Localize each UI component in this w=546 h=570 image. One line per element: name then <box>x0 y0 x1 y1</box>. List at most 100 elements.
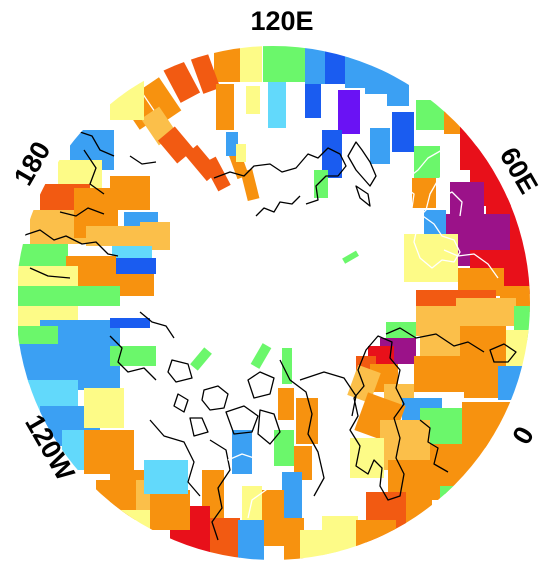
grid-cell-6 <box>345 52 365 88</box>
grid-cell-39 <box>414 146 440 178</box>
grid-cell-23 <box>240 168 260 202</box>
grid-cell-50 <box>420 320 460 358</box>
grid-cell-99 <box>110 176 150 210</box>
coastline-21 <box>279 359 325 497</box>
coastline-12 <box>517 385 530 411</box>
coastline-4 <box>405 149 453 219</box>
grid-cell-83 <box>300 530 340 560</box>
grid-cell-91 <box>250 343 272 369</box>
grid-cell-1 <box>263 46 283 82</box>
grid-cell-76 <box>278 388 294 420</box>
coastline-29 <box>29 267 71 279</box>
grid-cell-74 <box>356 520 396 560</box>
grid-cell-127 <box>110 510 150 550</box>
coastline-23 <box>209 439 231 541</box>
grid-cell-49 <box>386 322 416 340</box>
coastline-16 <box>189 417 209 437</box>
grid-cell-90 <box>190 347 212 371</box>
coastline-8 <box>349 335 405 501</box>
grid-cell-24 <box>226 132 238 156</box>
grid-cell-2 <box>283 46 305 82</box>
label-0: 0 <box>506 421 539 449</box>
coastline-27 <box>59 207 105 217</box>
grid-cell-77 <box>296 398 318 444</box>
grid-cell-16 <box>140 77 182 123</box>
grid-cell-30 <box>314 170 328 198</box>
grid-cell-128 <box>150 490 190 530</box>
coastline-20 <box>257 409 281 445</box>
label-120e: 120E <box>250 6 313 36</box>
grid-cell-88 <box>210 518 240 560</box>
grid-cell-130 <box>342 250 359 264</box>
grid-cell-79 <box>274 430 294 466</box>
coastline-18 <box>167 359 193 383</box>
grid-cell-28 <box>370 128 390 164</box>
coastline-22 <box>299 371 357 417</box>
coastlines <box>21 115 530 541</box>
grid-cell-15 <box>246 86 260 114</box>
grid-cell-102 <box>86 226 156 246</box>
coastline-14 <box>201 385 229 411</box>
coastline-17 <box>247 371 275 399</box>
grid-cell-9 <box>268 82 286 128</box>
grid-cell-105 <box>112 274 154 296</box>
grid-cell-117 <box>110 346 156 366</box>
grid-cell-25 <box>236 144 246 162</box>
grid-cell-48 <box>500 330 530 366</box>
grid-cell-89 <box>238 520 264 560</box>
grid-cell-103 <box>112 246 152 258</box>
coastline-9 <box>385 327 485 353</box>
grid-cell-55 <box>464 358 504 398</box>
grid-cell-3 <box>305 46 325 84</box>
coastline-0 <box>213 147 347 205</box>
grid-cell-11 <box>338 90 360 134</box>
grid-cell-67 <box>480 440 520 484</box>
grid-cell-19 <box>157 126 195 164</box>
grid-cell-93 <box>110 80 144 120</box>
grid-cell-109 <box>60 286 120 306</box>
coastline-28 <box>83 149 105 195</box>
coastline-5 <box>413 213 461 269</box>
grid-cell-129 <box>144 460 188 494</box>
grid-cell-26 <box>416 100 446 130</box>
coastline-15 <box>225 405 259 435</box>
grid-cell-29 <box>322 130 342 178</box>
grid-cell-7 <box>365 58 387 94</box>
grid-cell-78 <box>294 446 312 480</box>
grid-cell-46 <box>456 298 516 326</box>
grid-cell-114 <box>18 326 58 346</box>
grid-cell-0 <box>240 46 262 82</box>
grid-cell-104 <box>110 258 156 274</box>
coastline-11 <box>489 343 517 363</box>
coastline-25 <box>149 419 201 497</box>
grid-cell-4 <box>325 46 345 84</box>
coastline-2 <box>347 141 377 187</box>
grid-cell-70 <box>440 486 480 526</box>
grid-cell-110 <box>18 286 64 306</box>
grid-cell-120 <box>84 388 124 428</box>
grid-cell-82 <box>284 518 304 560</box>
grid-cell-21 <box>203 156 231 192</box>
grid-cell-84 <box>232 430 252 474</box>
coastline-26 <box>21 229 119 257</box>
grid-cell-12 <box>161 57 201 103</box>
grid-cell-56 <box>498 366 530 400</box>
coastline-31 <box>139 311 175 339</box>
grid-cell-123 <box>84 430 134 474</box>
grid-cell-54 <box>414 356 466 392</box>
coastline-30 <box>109 335 157 381</box>
grid-cell-13 <box>189 50 221 94</box>
coastline-19 <box>173 393 189 413</box>
grid-cell-68 <box>350 438 384 478</box>
coastline-33 <box>129 155 157 165</box>
grid-cell-63 <box>347 364 381 404</box>
coastline-1 <box>255 195 301 217</box>
grid-cell-5 <box>214 46 240 82</box>
coastline-7 <box>439 191 463 217</box>
grid-cell-40 <box>412 178 436 208</box>
grid-cell-10 <box>305 84 321 118</box>
coastline-6 <box>443 249 499 279</box>
grid-cell-106 <box>18 244 68 266</box>
map-disk <box>16 46 530 560</box>
